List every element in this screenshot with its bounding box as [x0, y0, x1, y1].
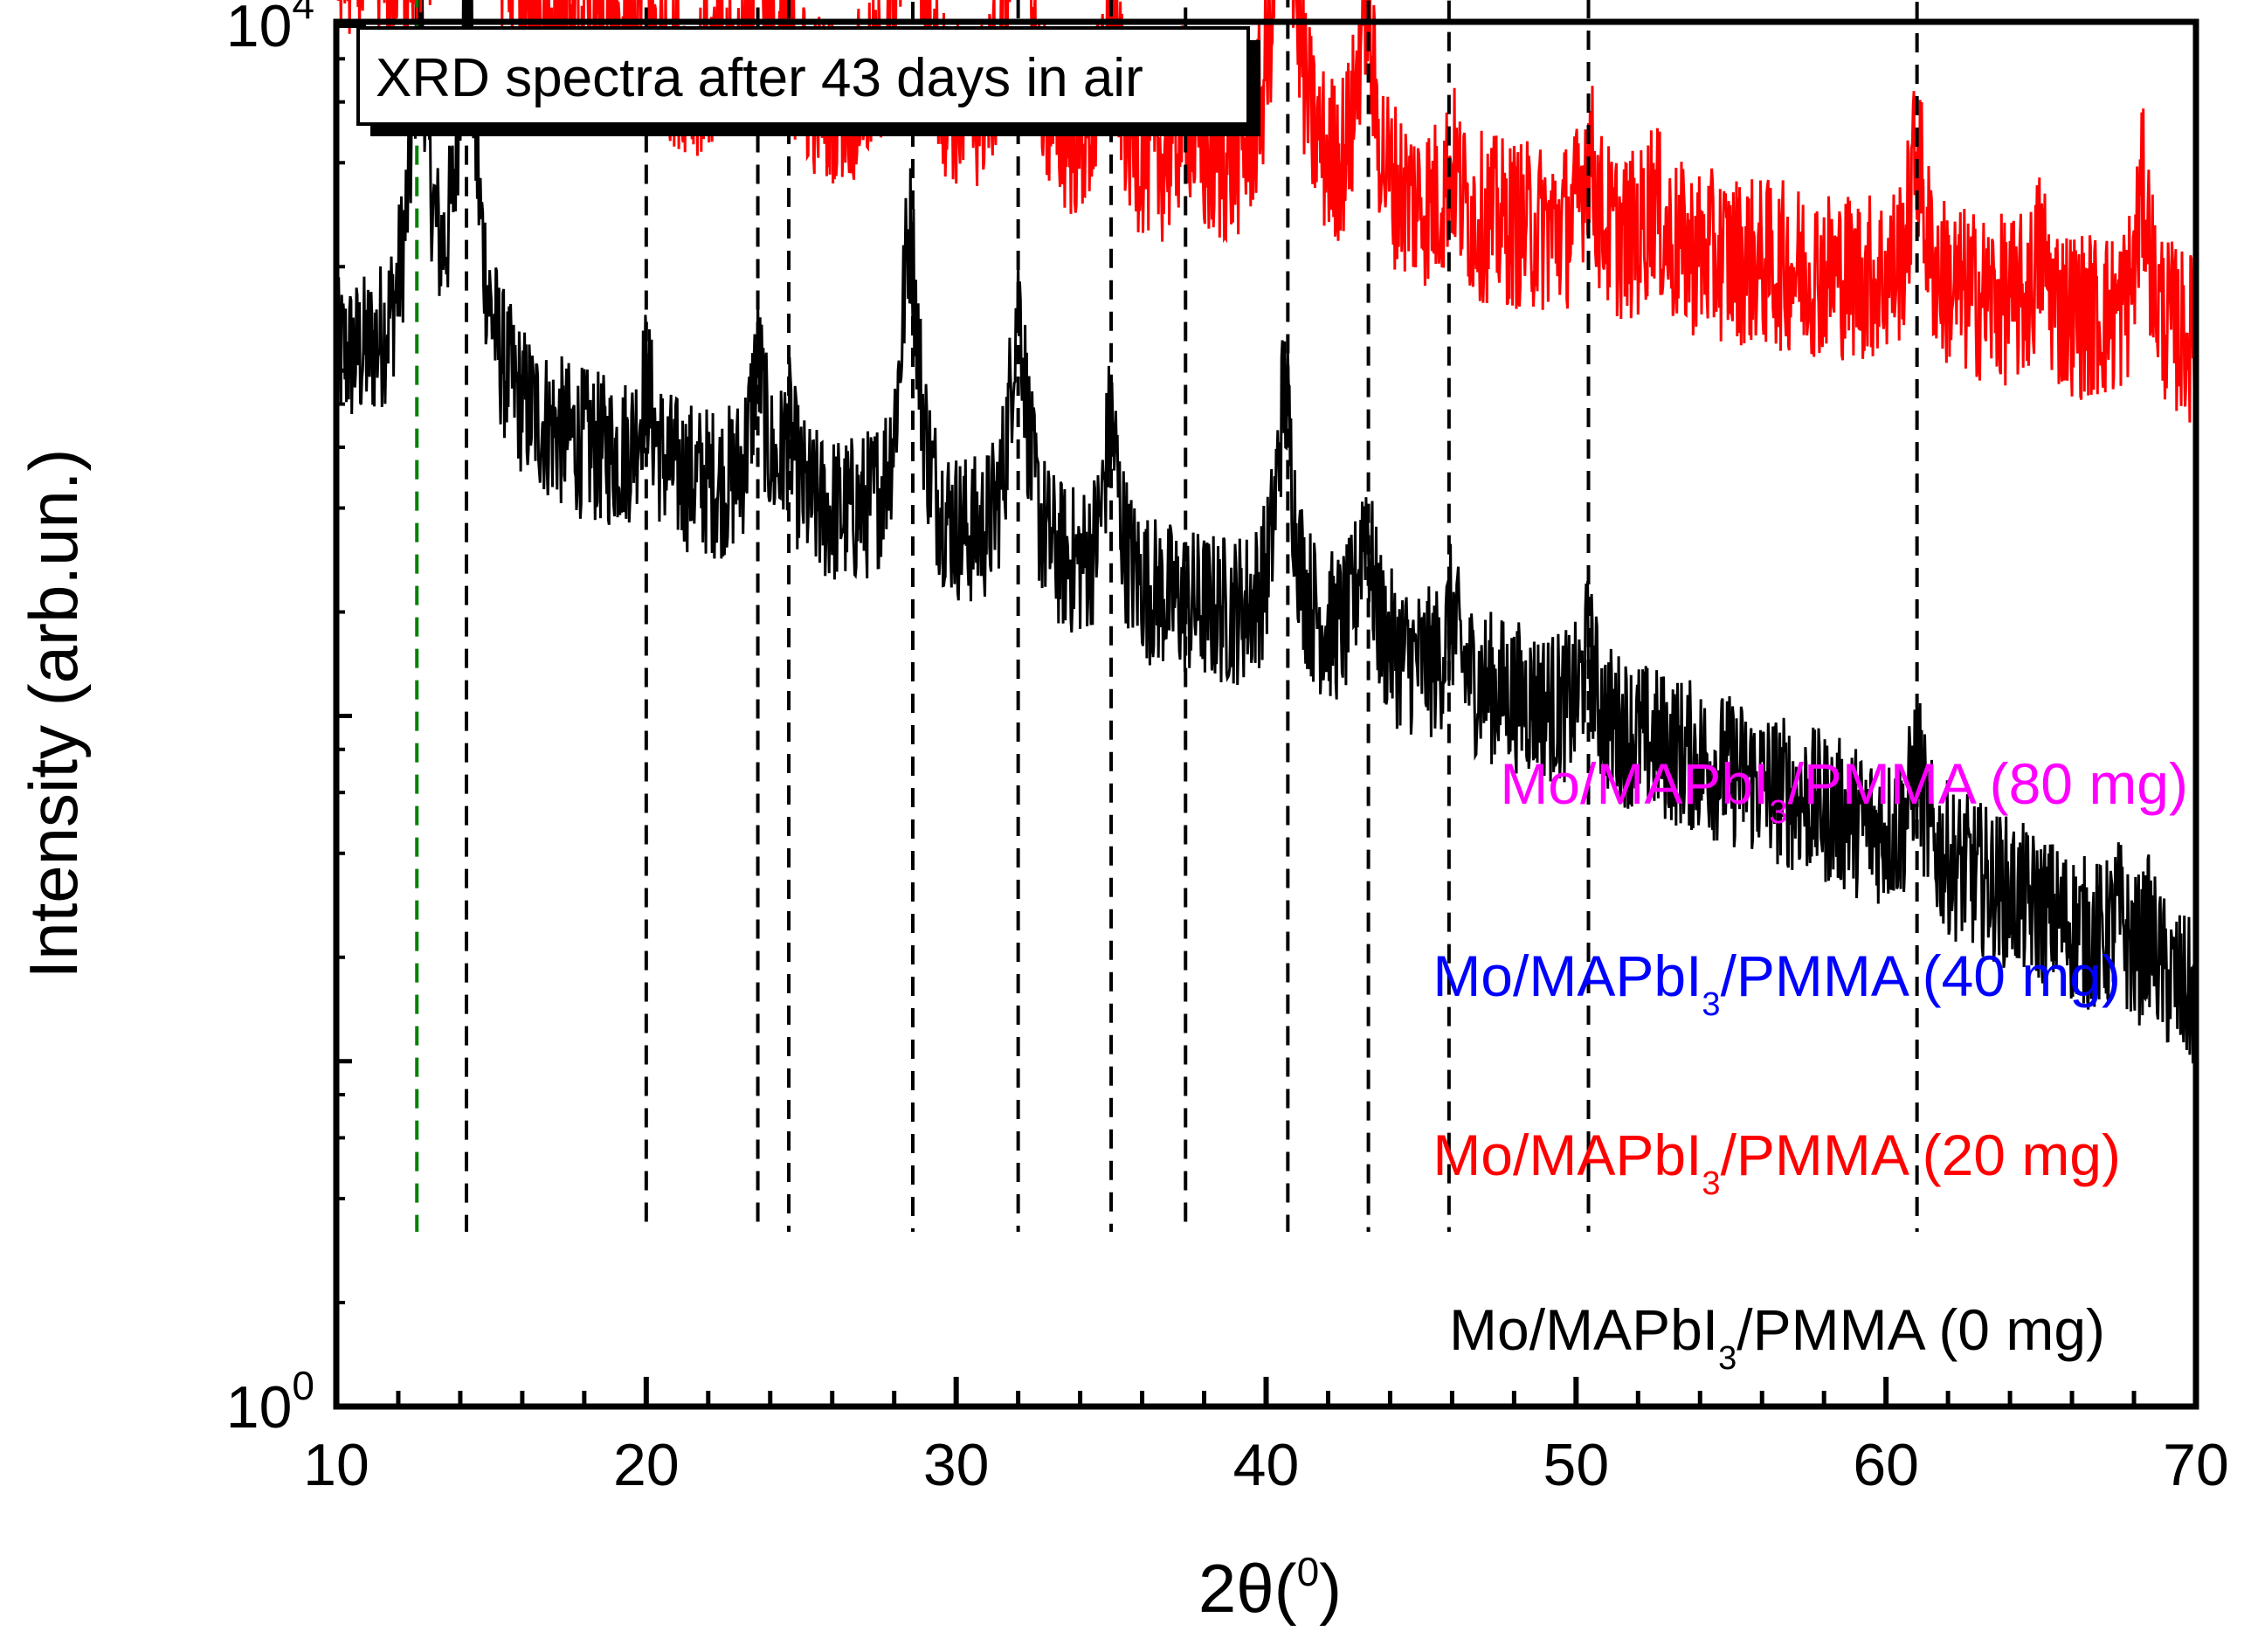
x-tick-label: 50: [1543, 1432, 1610, 1498]
label-layer: Mo/MAPbI3/PMMA (0 mg) Mo/MAPbI3/PMMA (20 …: [1433, 751, 2188, 1377]
y-tick-label: 104: [226, 0, 314, 59]
tick-layer: 102030405060701001041081012: [226, 0, 2229, 1498]
series-label: Mo/MAPbI3/PMMA (0 mg): [1449, 1297, 2105, 1377]
y-axis-title: Intensity (arb.un.): [15, 449, 92, 979]
series-label: Mo/MAPbI3/PMMA (40 mg): [1433, 944, 2121, 1023]
y-tick-label: 100: [226, 1363, 314, 1441]
series-label: Mo/MAPbI3/PMMA (20 mg): [1433, 1123, 2121, 1202]
series-line: [336, 0, 2198, 423]
x-tick-label: 10: [303, 1432, 369, 1498]
x-tick-label: 30: [923, 1432, 990, 1498]
x-tick-label: 60: [1853, 1432, 1919, 1498]
x-tick-label: 40: [1233, 1432, 1300, 1498]
series-label: Mo/MAPbI3/PMMA (80 mg): [1500, 751, 2188, 831]
x-tick-label: 70: [2163, 1432, 2229, 1498]
x-tick-label: 20: [613, 1432, 680, 1498]
chart-title: XRD spectra after 43 days in air: [376, 48, 1143, 108]
x-axis-title: 2θ(0): [1198, 1549, 1342, 1627]
chart-title-box: XRD spectra after 43 days in air: [356, 26, 1260, 136]
